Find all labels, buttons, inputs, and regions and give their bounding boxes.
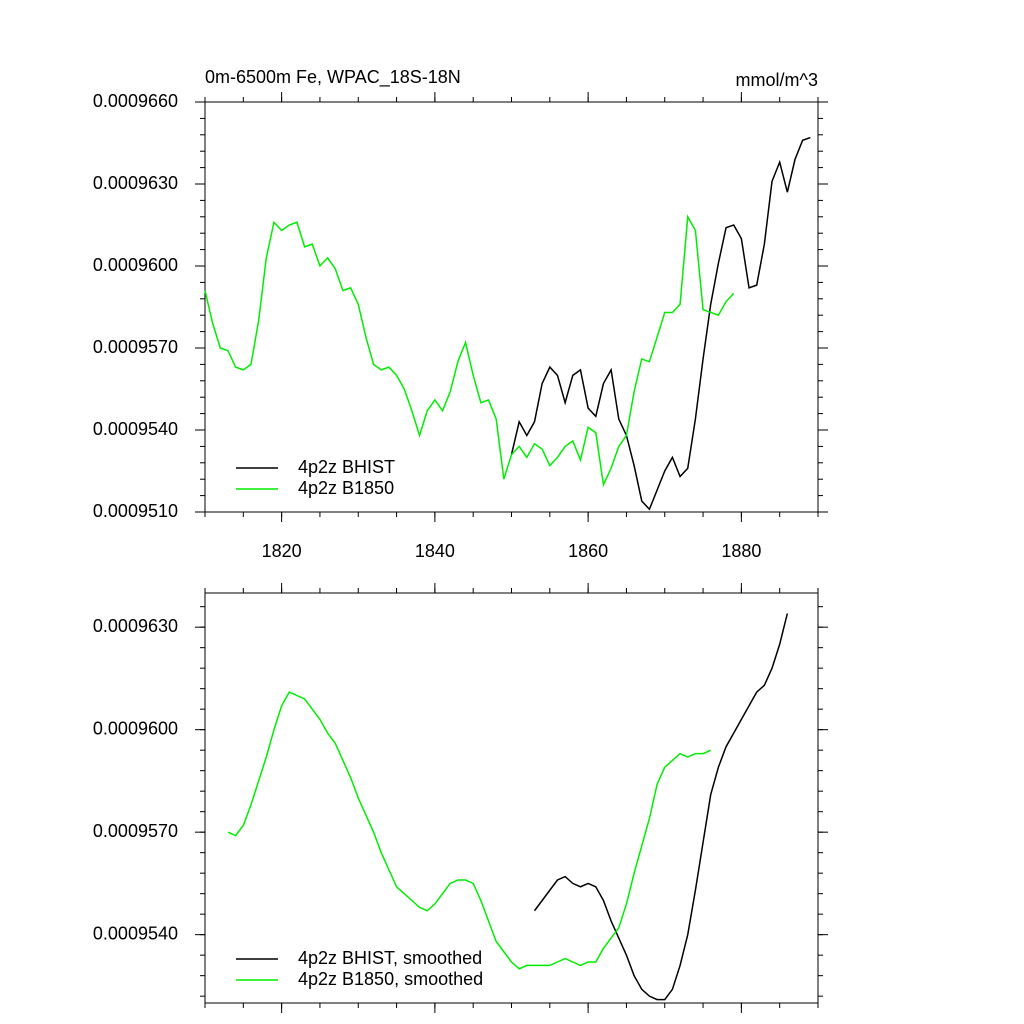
data-line bbox=[227, 691, 712, 970]
legend-label: 4p2z B1850, smoothed bbox=[298, 969, 483, 989]
plot-frame bbox=[204, 592, 819, 1004]
y-tick-label: 0.0009540 bbox=[93, 923, 178, 943]
units-label: mmol/m^3 bbox=[736, 70, 818, 90]
x-tick-label: 1880 bbox=[721, 541, 761, 561]
data-line bbox=[533, 613, 789, 1001]
y-tick-label: 0.0009570 bbox=[93, 821, 178, 841]
y-tick-label: 0.0009600 bbox=[93, 255, 178, 275]
legend-label: 4p2z B1850 bbox=[298, 478, 394, 498]
x-tick-label: 1860 bbox=[568, 541, 608, 561]
y-tick-label: 0.0009630 bbox=[93, 616, 178, 636]
y-tick-label: 0.0009570 bbox=[93, 337, 178, 357]
y-tick-label: 0.0009600 bbox=[93, 718, 178, 738]
y-tick-label: 0.0009660 bbox=[93, 91, 178, 111]
data-line bbox=[204, 214, 735, 488]
chart-title: 0m-6500m Fe, WPAC_18S-18N bbox=[205, 67, 461, 88]
y-tick-label: 0.0009630 bbox=[93, 173, 178, 193]
legend-label: 4p2z BHIST, smoothed bbox=[298, 948, 482, 968]
legend-label: 4p2z BHIST bbox=[298, 457, 395, 477]
y-tick-label: 0.0009540 bbox=[93, 419, 178, 439]
y-tick-label: 0.0009510 bbox=[93, 501, 178, 521]
data-line bbox=[510, 136, 811, 511]
plot-frame bbox=[204, 101, 819, 513]
x-tick-label: 1820 bbox=[262, 541, 302, 561]
x-tick-label: 1840 bbox=[415, 541, 455, 561]
